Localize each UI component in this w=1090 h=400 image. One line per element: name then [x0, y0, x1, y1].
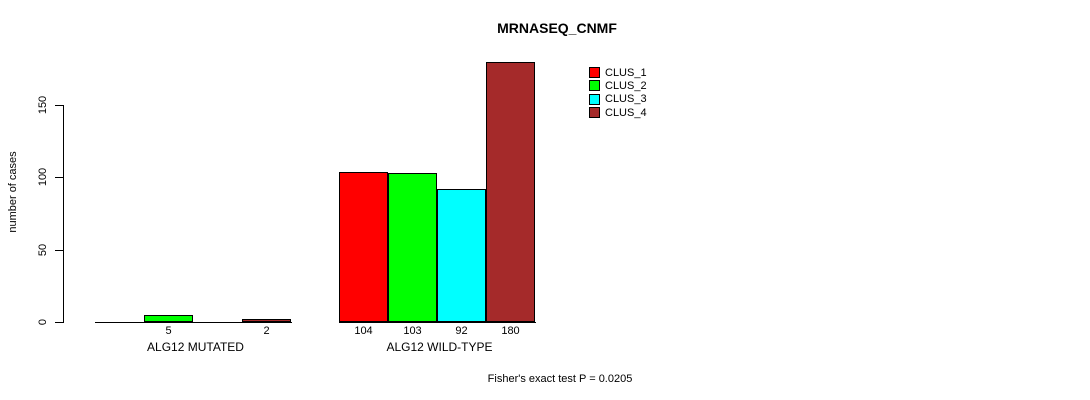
- legend-swatch-clus_4: [589, 107, 600, 119]
- legend-swatch-clus_1: [589, 67, 600, 79]
- bar-value-label: 2: [263, 325, 270, 337]
- bar-value-label: 104: [354, 325, 373, 337]
- legend-entry: CLUS_4: [589, 106, 647, 119]
- y-tick-mark: [55, 322, 63, 323]
- fisher-test-note: Fisher's exact test P = 0.0205: [487, 373, 633, 385]
- category-label: ALG12 MUTATED: [147, 340, 244, 354]
- y-axis-label: number of cases: [7, 151, 19, 233]
- bar-value-label: 5: [165, 325, 172, 337]
- y-tick-label: 150: [37, 95, 49, 115]
- legend-entry: CLUS_3: [589, 93, 647, 106]
- y-tick-label: 50: [37, 243, 49, 257]
- bar-clus_4: [486, 62, 535, 322]
- legend: CLUS_1 CLUS_2 CLUS_3 CLUS_4: [589, 66, 647, 119]
- bar-clus_3: [437, 189, 486, 322]
- bar-clus_4: [242, 319, 291, 322]
- legend-entry: CLUS_2: [589, 79, 647, 92]
- bar-clus_2: [144, 315, 193, 322]
- bar-clus_2: [388, 173, 437, 322]
- x-axis-baseline: [339, 322, 536, 323]
- category-label: ALG12 WILD-TYPE: [386, 340, 493, 354]
- y-tick-label: 100: [37, 167, 49, 187]
- y-tick-mark: [55, 105, 63, 106]
- y-tick-label: 0: [37, 318, 49, 326]
- bar-value-label: 92: [455, 325, 468, 337]
- legend-entry: CLUS_1: [589, 66, 647, 79]
- bar-value-label: 103: [403, 325, 422, 337]
- bar-clus_1: [339, 172, 388, 322]
- y-tick-mark: [55, 250, 63, 251]
- chart-title: MRNASEQ_CNMF: [497, 20, 617, 36]
- legend-label: CLUS_4: [605, 106, 647, 119]
- legend-swatch-clus_3: [589, 93, 600, 105]
- y-tick-mark: [55, 177, 63, 178]
- legend-label: CLUS_3: [605, 93, 647, 106]
- bar-value-label: 180: [501, 325, 520, 337]
- x-axis-baseline: [95, 322, 292, 323]
- legend-swatch-clus_2: [589, 80, 600, 92]
- legend-label: CLUS_2: [605, 79, 647, 92]
- legend-label: CLUS_1: [605, 66, 647, 79]
- y-axis-line: [63, 105, 64, 323]
